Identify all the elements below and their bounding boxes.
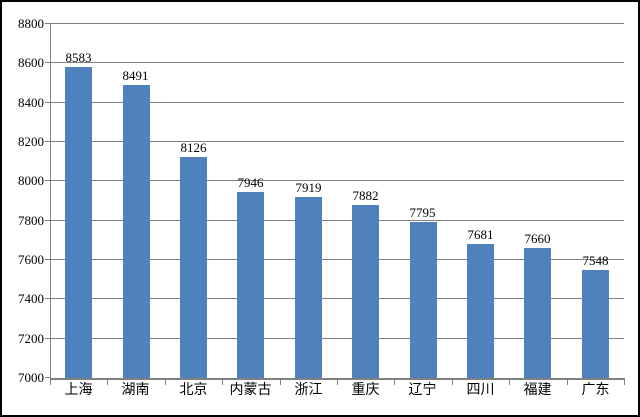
- gridline: [50, 219, 624, 221]
- gridline: [50, 337, 624, 339]
- x-axis-tick: [222, 380, 223, 385]
- bar: [180, 157, 207, 378]
- y-axis-tick: [45, 377, 50, 378]
- gridline: [50, 180, 624, 182]
- bar: [467, 244, 494, 378]
- x-axis-tick: [107, 380, 108, 385]
- x-axis-line: [50, 378, 625, 380]
- x-axis-category-label: 辽宁: [408, 383, 437, 398]
- x-axis-tick: [394, 380, 395, 385]
- bar: [524, 248, 551, 378]
- bar-value-label: 8491: [122, 68, 149, 83]
- bar-value-label: 7548: [582, 253, 609, 268]
- x-axis-tick: [50, 380, 51, 385]
- y-axis-tick-label: 7400: [18, 291, 44, 307]
- x-axis-tick: [337, 380, 338, 385]
- x-axis-category-label: 湖南: [121, 383, 150, 398]
- y-axis-tick: [45, 259, 50, 260]
- y-axis-tick-label: 8400: [18, 94, 44, 110]
- bar-value-label: 7946: [237, 175, 264, 190]
- bar-value-label: 7660: [524, 231, 551, 246]
- y-axis-tick-label: 7000: [18, 370, 44, 385]
- gridline: [50, 298, 624, 300]
- y-axis-tick: [45, 101, 50, 103]
- x-axis-tick: [452, 380, 453, 385]
- bar-value-label: 7795: [409, 205, 436, 220]
- bar: [65, 67, 92, 378]
- bar-value-label: 8583: [65, 50, 92, 65]
- y-axis-tick-label: 7600: [18, 252, 44, 267]
- y-axis-tick-label: 8800: [18, 16, 44, 31]
- bar-value-label: 7919: [295, 180, 322, 195]
- bar: [237, 192, 264, 378]
- bar-value-label: 7882: [352, 188, 379, 203]
- x-axis-tick: [280, 380, 281, 385]
- bar-value-label: 8126: [180, 140, 207, 155]
- x-axis-tick: [509, 380, 510, 385]
- x-axis-tick: [624, 380, 625, 385]
- y-axis-tick: [45, 219, 50, 221]
- bar: [295, 197, 322, 378]
- bar: [582, 270, 609, 378]
- gridline: [50, 259, 624, 260]
- y-axis-tick-label: 8000: [18, 173, 44, 189]
- y-axis-tick: [45, 180, 50, 182]
- bar: [123, 85, 150, 378]
- x-axis-category-label: 北京: [179, 383, 208, 398]
- x-axis-category-label: 上海: [64, 383, 93, 398]
- x-axis-category-label: 重庆: [351, 383, 380, 398]
- y-axis-tick-label: 8600: [18, 55, 44, 71]
- y-axis-tick-label: 8200: [18, 134, 44, 149]
- x-axis-category-label: 内蒙古: [229, 383, 272, 398]
- y-axis-tick: [45, 337, 50, 339]
- x-axis-category-label: 广东: [581, 383, 610, 398]
- y-axis-tick: [45, 298, 50, 300]
- y-axis-tick-label: 7200: [18, 330, 44, 346]
- x-axis-category-label: 四川: [466, 383, 495, 398]
- y-axis-line: [50, 24, 51, 378]
- bar: [352, 205, 379, 378]
- gridline: [50, 141, 624, 142]
- y-axis-tick: [45, 23, 50, 24]
- y-axis-tick: [45, 141, 50, 142]
- x-axis-category-label: 浙江: [294, 383, 323, 398]
- bar: [410, 222, 437, 378]
- gridline: [50, 101, 624, 103]
- x-axis-tick: [165, 380, 166, 385]
- y-axis-tick: [45, 62, 50, 64]
- plot-area: 8583 8491 8126 7946 7919 7882 7795 7681 7660 7548: [50, 23, 624, 378]
- x-axis-category-label: 福建: [523, 383, 552, 398]
- gridline: [50, 62, 624, 64]
- bar-value-label: 7681: [467, 227, 494, 242]
- x-axis-tick: [567, 380, 568, 385]
- gridline: [50, 23, 624, 24]
- y-axis-tick-label: 7800: [18, 212, 44, 228]
